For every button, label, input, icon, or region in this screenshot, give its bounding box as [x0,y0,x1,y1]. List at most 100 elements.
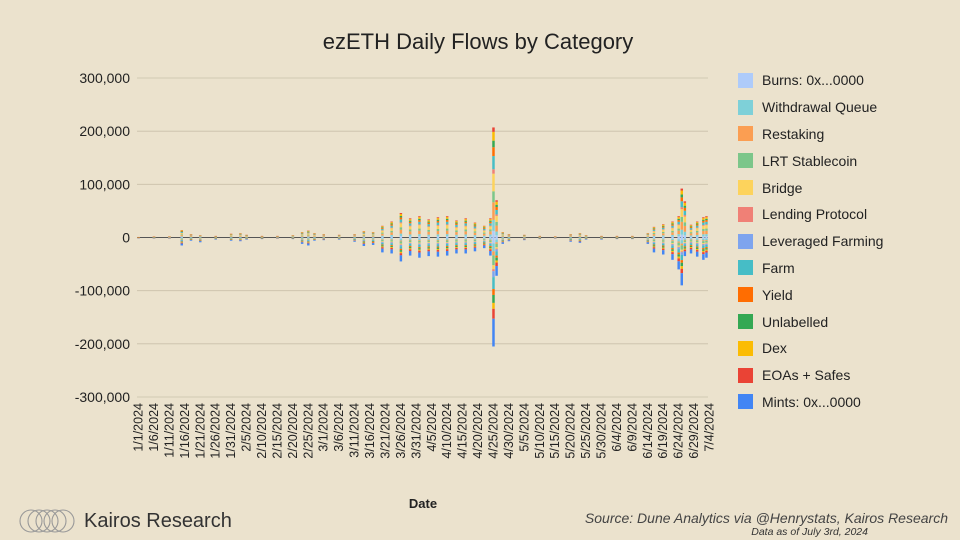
bar-segment [180,238,183,240]
bar-segment [464,241,467,243]
x-tick-label: 6/4/2024 [610,403,624,452]
bar-segment [445,246,449,248]
bar-segment [483,235,486,237]
bar-segment [689,236,693,238]
legend-item: EOAs + Safes [738,362,883,389]
bar-segment [578,239,582,241]
bar-segment [390,234,393,237]
bar-segment [381,246,384,248]
bar-segment [695,244,699,247]
bar-segment [180,242,183,244]
x-tick-label: 3/31/2024 [409,403,423,459]
bar-segment [495,204,498,207]
bar-segment [489,249,492,251]
bar-segment [445,220,449,222]
bar-segment [390,225,393,228]
bar-segment [322,235,325,237]
y-tick-label: 0 [122,230,130,246]
bar-segment [705,230,708,235]
legend-swatch [738,394,753,410]
bar-segment [677,249,680,253]
bar-segment [677,239,680,242]
bar-segment [436,248,440,251]
bar-segment [464,247,467,248]
bar-segment [473,242,477,245]
y-tick-label: 100,000 [79,176,130,192]
bar-segment [445,240,449,243]
bar-segment [408,226,412,230]
bar-segment [695,232,699,235]
bar-segment [671,238,674,241]
bar-segment [445,242,449,243]
bar-segment [702,220,705,223]
bar-segment [695,242,699,244]
bar-segment [677,218,680,221]
bar-segment [473,226,477,229]
bar-segment [652,228,656,230]
bar-segment [399,223,403,228]
bar-segment [473,228,477,232]
bar-segment [702,243,705,244]
legend: Burns: 0x...0000 Withdrawal Queue Restakin… [738,67,883,415]
bar-segment [408,244,412,247]
bar-segment [671,241,674,244]
bar-segment [671,230,674,233]
bar-segment [662,225,665,227]
bar-segment [495,214,498,216]
bar-segment [705,247,708,249]
bar-segment [307,232,310,234]
bar-segment [662,236,665,238]
bar-segment [464,245,467,248]
bar-segment [399,255,403,262]
bar-segment [705,225,708,229]
bar-segment [680,194,683,198]
bar-segment [455,241,458,243]
bar-segment [239,234,242,235]
bar-segment [501,235,504,237]
bar-segment [455,236,458,238]
x-tick-label: 2/25/2024 [301,403,315,459]
bar-segment [408,221,412,224]
bar-segment [445,247,449,249]
bar-segment [495,235,498,238]
bar-segment [464,220,467,222]
bar-segment [677,234,680,237]
bar-segment [408,246,412,248]
bar-segment [652,237,656,239]
bar-segment [683,210,687,216]
bar-segment [300,238,304,240]
bar-segment [705,234,708,237]
bar-segment [677,220,680,222]
bar-segment [492,308,495,319]
x-tick-label: 4/20/2024 [471,403,485,459]
bar-segment [408,243,412,245]
bar-segment [464,240,467,242]
bar-segment [680,216,683,222]
bar-segment [418,243,421,245]
bar-segment [464,237,467,239]
bar-segment [473,222,477,224]
bar-segment [455,222,458,224]
bar-segment [646,241,650,243]
bar-segment [705,252,708,258]
bar-segment [455,220,458,222]
bar-segment [455,232,458,235]
bar-segment [362,235,366,237]
bar-segment [501,235,504,236]
brand-name: Kairos Research [84,509,232,532]
bar-segment [390,228,393,231]
bar-segment [307,237,310,239]
bar-segment [677,254,680,257]
bar-segment [418,240,421,241]
bar-segment [646,238,650,240]
bar-segment [445,238,449,240]
bar-segment [683,202,687,206]
bar-segment [483,245,486,249]
y-axis-ticks: 300,000 200,000 100,000 0 -100,000 -200,000 -3… [75,70,130,405]
bar-segment [445,221,449,225]
bar-segment [399,246,403,249]
bar-segment [399,214,403,216]
bar-segment [652,239,656,242]
bar-segment [464,245,467,246]
bar-segment [662,233,665,236]
